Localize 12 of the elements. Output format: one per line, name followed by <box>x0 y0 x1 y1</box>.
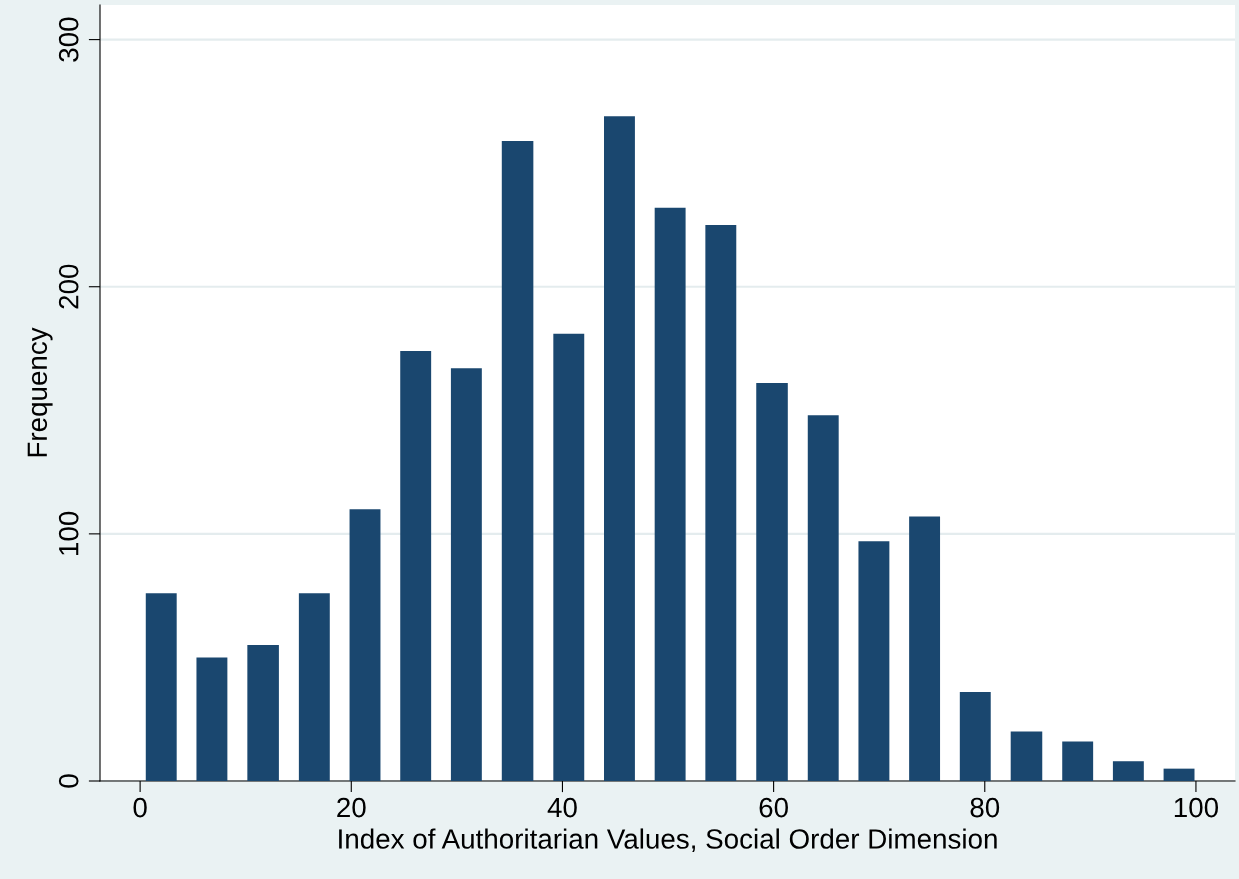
y-tick-label: 0 <box>58 774 79 788</box>
x-tick-label: 0 <box>133 797 147 818</box>
x-tick-label: 100 <box>1174 797 1219 818</box>
y-tick-label: 200 <box>58 264 79 309</box>
y-tick-label: 100 <box>58 511 79 555</box>
y-axis-title: Frequency <box>27 327 53 457</box>
y-tick-label: 300 <box>58 17 79 62</box>
x-tick-label: 20 <box>337 797 366 818</box>
x-tick-label: 40 <box>547 797 577 818</box>
x-tick-label: 60 <box>759 797 788 818</box>
x-axis-title: Index of Authoritarian Values, Social Order Dimension <box>339 828 997 853</box>
x-tick-label: 80 <box>970 797 1000 818</box>
